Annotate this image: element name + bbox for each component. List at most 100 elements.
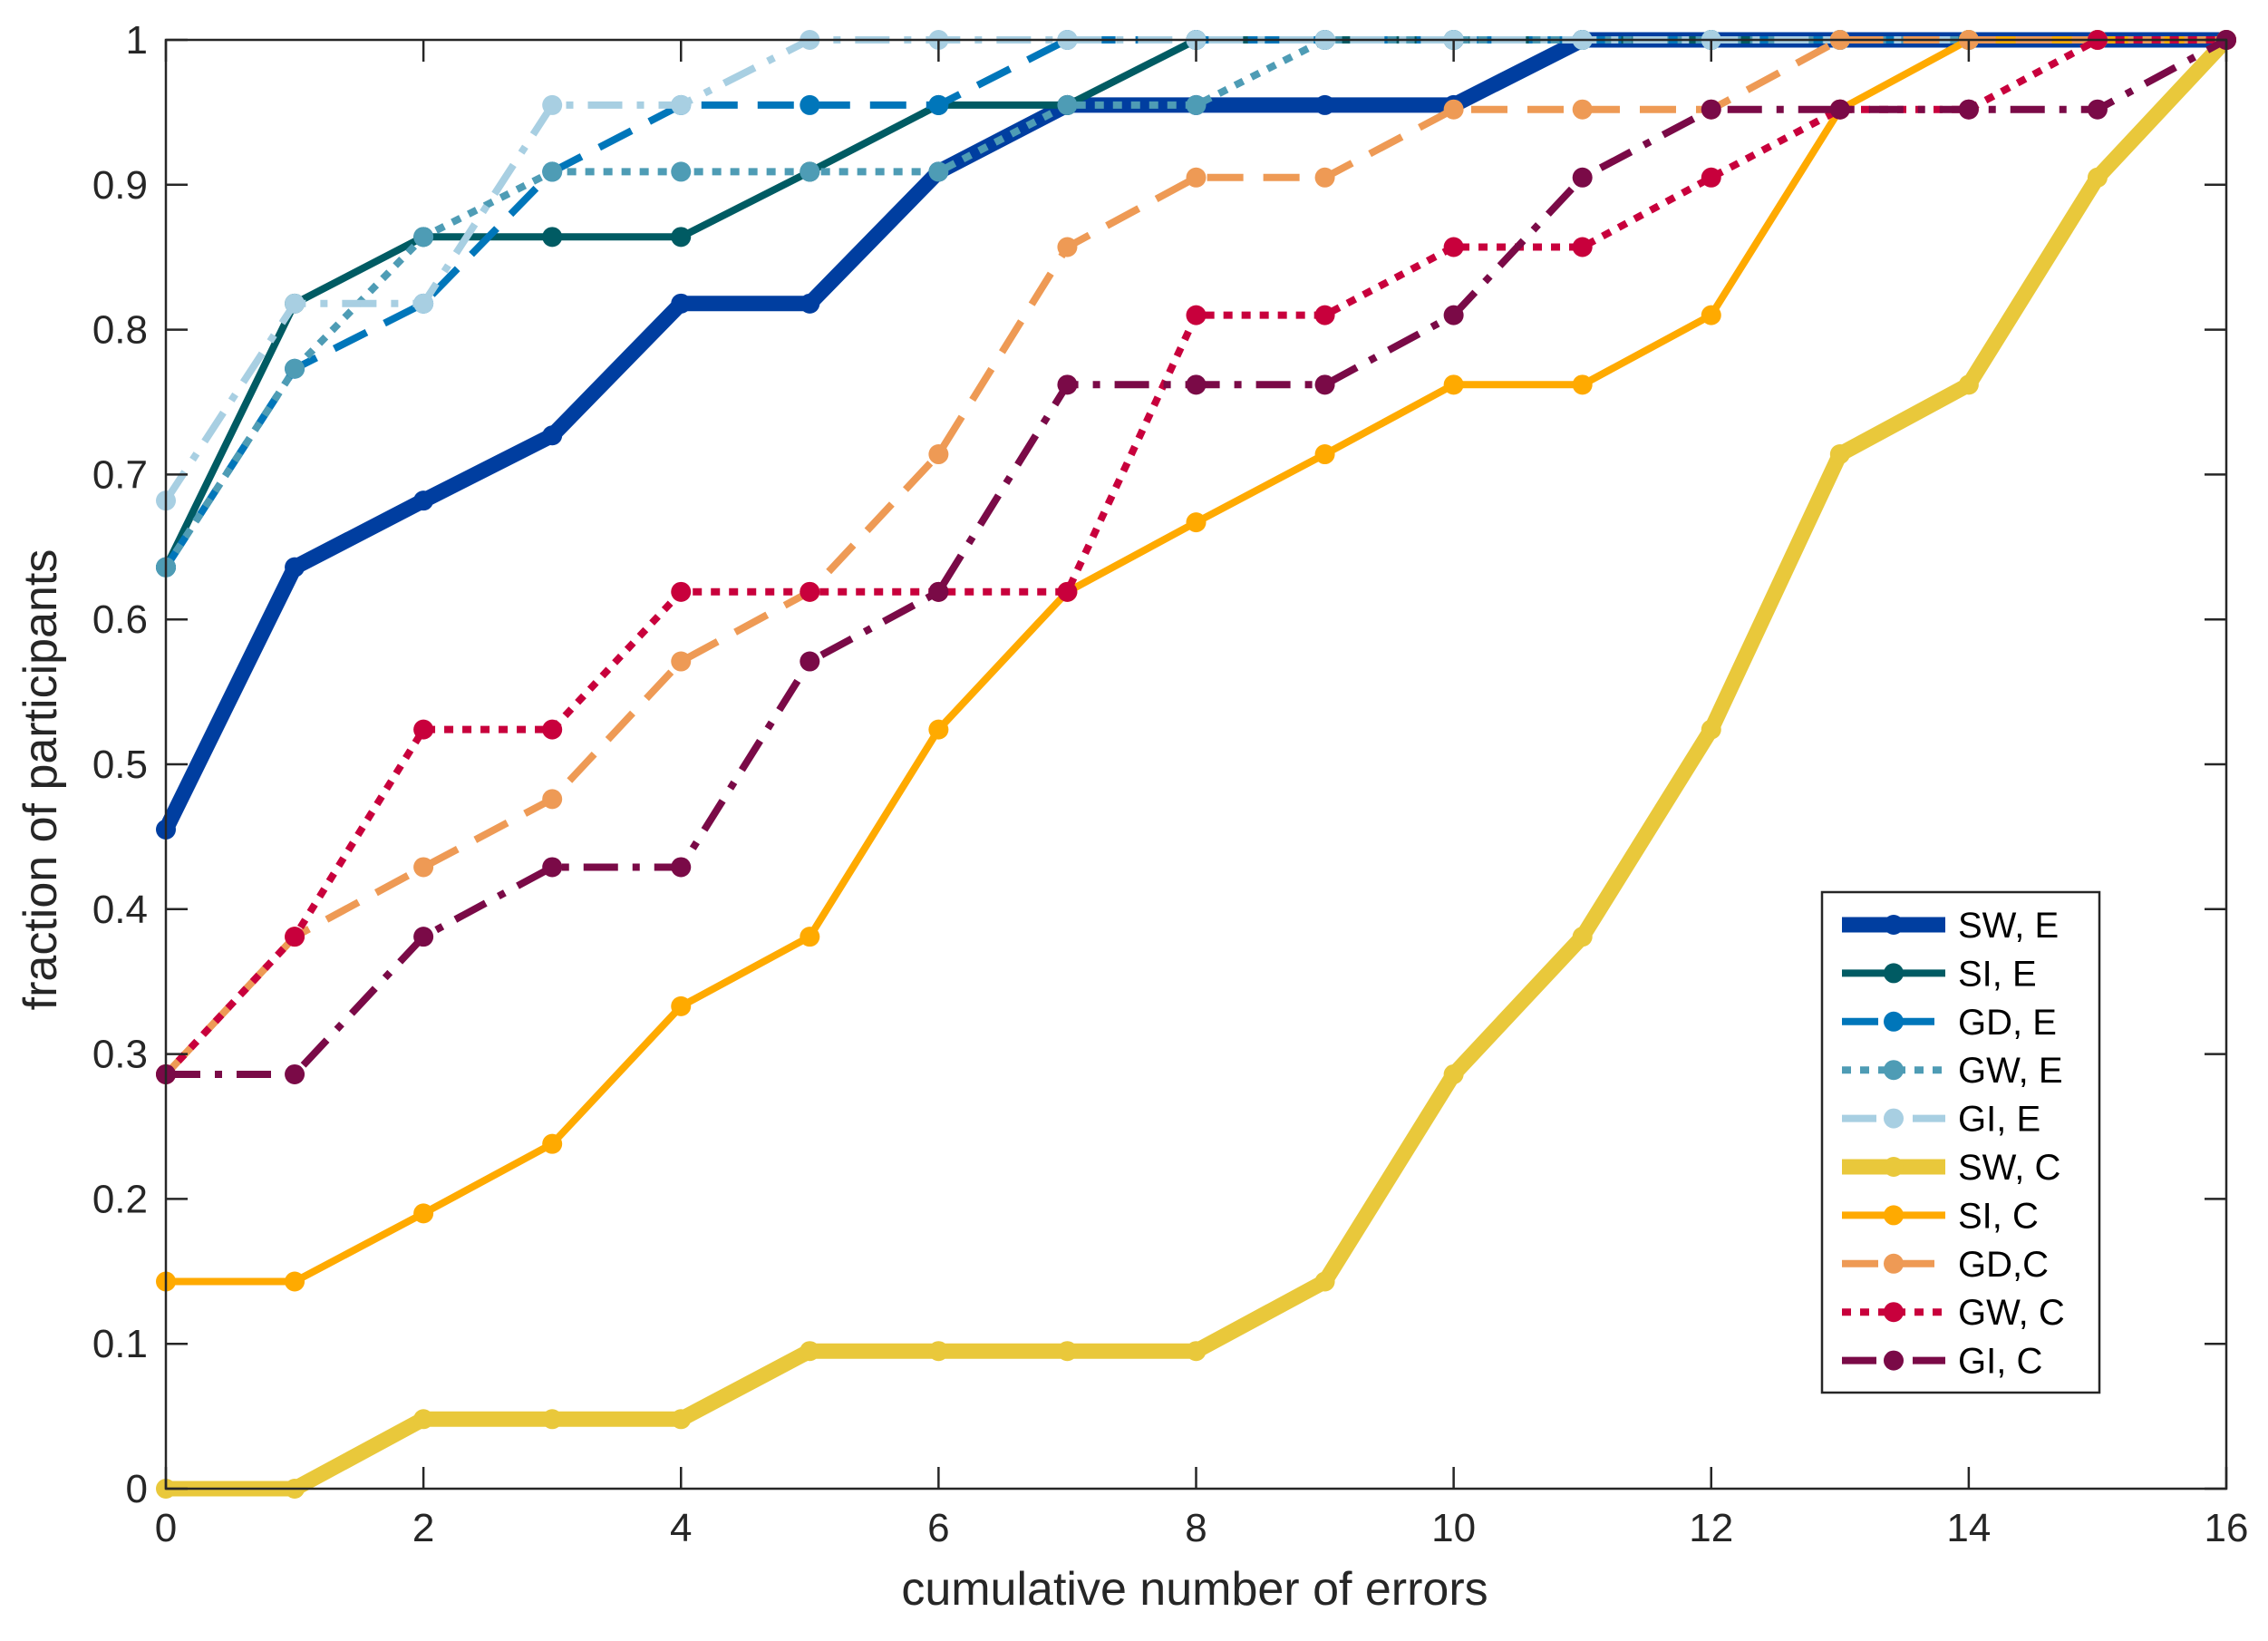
- data-point: [928, 1341, 949, 1362]
- legend-marker: [1884, 1157, 1904, 1177]
- data-point: [1186, 94, 1207, 115]
- data-point: [928, 444, 949, 465]
- y-tick-label: 0.7: [92, 452, 148, 497]
- y-tick-label: 0.5: [92, 743, 148, 787]
- data-point: [671, 227, 692, 248]
- axes-layer: 0 2 4 6 8 10 12 14 16 0 0.1 0.2 0.3 0.4 0.5 0.6 0.7 0.8 0.…: [92, 18, 2249, 1550]
- data-point: [671, 995, 692, 1016]
- data-point: [800, 94, 820, 115]
- x-tick-label: 8: [1185, 1506, 1207, 1550]
- x-tick-label: 10: [1431, 1506, 1476, 1550]
- data-point: [542, 425, 563, 446]
- data-point: [1314, 305, 1335, 325]
- data-point: [1057, 237, 1078, 257]
- y-tick-label: 0: [126, 1467, 148, 1511]
- data-point: [800, 581, 820, 602]
- data-point: [671, 94, 692, 115]
- legend-label: GW, E: [1958, 1051, 2063, 1091]
- series-5: [156, 30, 2236, 1499]
- legend-entry-5: SW, C: [1842, 1148, 2060, 1188]
- legend-entry-0: SW, E: [1842, 906, 2059, 946]
- data-point: [800, 927, 820, 947]
- data-point: [413, 857, 434, 878]
- data-point: [2087, 99, 2108, 120]
- data-point: [1057, 1341, 1078, 1362]
- data-point: [800, 293, 820, 314]
- legend-entry-3: GW, E: [1842, 1051, 2063, 1091]
- legend-marker: [1884, 1350, 1904, 1371]
- data-point: [413, 490, 434, 511]
- legend-entry-2: GD, E: [1842, 1003, 2057, 1043]
- x-tick-label: 12: [1689, 1506, 1733, 1550]
- legend-marker: [1884, 915, 1904, 935]
- data-point: [413, 293, 434, 314]
- x-axis-title: cumulative number of errors: [901, 1563, 1488, 1616]
- data-point: [542, 161, 563, 182]
- data-point: [1314, 94, 1335, 115]
- data-point: [1572, 99, 1593, 120]
- data-point: [928, 719, 949, 740]
- data-point: [285, 927, 305, 947]
- data-point: [2087, 167, 2108, 188]
- data-point: [413, 1409, 434, 1430]
- legend: SW, E SI, E GD, E GW, E GI, E SW, C SI, C GD,C G…: [1820, 890, 2101, 1394]
- y-axis-title: fraction of participants: [15, 549, 67, 1011]
- y-tick-label: 0.6: [92, 597, 148, 642]
- data-point: [1057, 581, 1078, 602]
- y-tick-label: 0.3: [92, 1033, 148, 1077]
- data-point: [1829, 99, 1850, 120]
- data-point: [1701, 719, 1721, 740]
- data-point: [1186, 1341, 1207, 1362]
- data-point: [1057, 94, 1078, 115]
- data-point: [285, 293, 305, 314]
- data-point: [671, 651, 692, 672]
- legend-label: GD,C: [1958, 1245, 2049, 1285]
- legend-label: SI, C: [1958, 1196, 2039, 1236]
- data-point: [671, 581, 692, 602]
- legend-entry-4: GI, E: [1842, 1100, 2040, 1140]
- legend-marker: [1884, 963, 1904, 984]
- series-line: [162, 36, 2226, 503]
- data-point: [671, 857, 692, 878]
- data-point: [800, 651, 820, 672]
- y-tick-label: 0.8: [92, 308, 148, 353]
- data-point: [1186, 374, 1207, 395]
- legend-entry-7: GD,C: [1842, 1245, 2049, 1285]
- data-point: [542, 227, 563, 248]
- data-point: [671, 1409, 692, 1430]
- y-tick-label: 1: [126, 18, 148, 63]
- legend-marker: [1884, 1253, 1904, 1274]
- y-tick-label: 0.1: [92, 1322, 148, 1366]
- data-point: [285, 1063, 305, 1084]
- legend-entry-6: SI, C: [1842, 1196, 2039, 1236]
- legend-label: GI, E: [1958, 1100, 2040, 1140]
- data-point: [1958, 99, 1979, 120]
- data-point: [285, 358, 305, 379]
- data-point: [928, 581, 949, 602]
- data-point: [800, 161, 820, 182]
- data-point: [1057, 374, 1078, 395]
- data-point: [413, 1203, 434, 1224]
- x-tick-label: 14: [1946, 1506, 1991, 1550]
- legend-marker: [1884, 1060, 1904, 1081]
- legend-entry-8: GW, C: [1842, 1293, 2065, 1333]
- series-9: [156, 30, 2236, 1084]
- data-point: [1186, 512, 1207, 533]
- legend-marker: [1884, 1108, 1904, 1129]
- data-point: [413, 227, 434, 248]
- data-point: [1314, 444, 1335, 465]
- data-point: [1314, 1271, 1335, 1292]
- data-point: [1572, 237, 1593, 257]
- legend-marker: [1884, 1302, 1904, 1323]
- legend-entry-1: SI, E: [1842, 954, 2037, 994]
- x-tick-label: 2: [412, 1506, 434, 1550]
- data-point: [1572, 167, 1593, 188]
- data-point: [671, 161, 692, 182]
- data-point: [1314, 167, 1335, 188]
- data-point: [800, 1341, 820, 1362]
- legend-label: SW, C: [1958, 1148, 2060, 1188]
- data-point: [928, 94, 949, 115]
- legend-label: GD, E: [1958, 1003, 2057, 1043]
- data-point: [285, 1271, 305, 1292]
